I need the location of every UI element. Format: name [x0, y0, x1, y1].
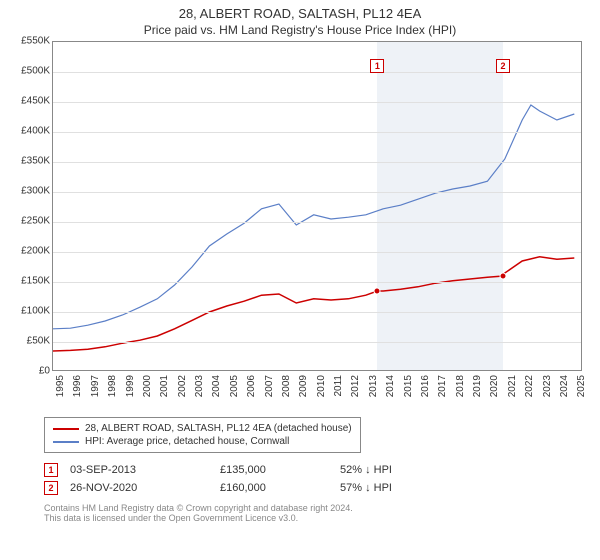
gridline	[53, 222, 581, 223]
gridline	[53, 312, 581, 313]
annotation-price: £160,000	[220, 482, 340, 494]
legend-item: 28, ALBERT ROAD, SALTASH, PL12 4EA (deta…	[53, 422, 352, 435]
gridline	[53, 162, 581, 163]
gridline	[53, 102, 581, 103]
y-axis-label: £200K	[0, 246, 50, 257]
chart-marker: 2	[496, 59, 510, 73]
footer-line-1: Contains HM Land Registry data © Crown c…	[44, 503, 600, 513]
y-axis-label: £50K	[0, 336, 50, 347]
y-axis-label: £550K	[0, 36, 50, 47]
footer-line-2: This data is licensed under the Open Gov…	[44, 513, 600, 523]
x-axis-label: 2007	[264, 375, 275, 397]
series-line	[53, 257, 574, 351]
legend-swatch	[53, 428, 79, 430]
y-axis-label: £400K	[0, 126, 50, 137]
x-axis-label: 2022	[524, 375, 535, 397]
y-axis-label: £100K	[0, 306, 50, 317]
x-axis-label: 1995	[55, 375, 66, 397]
y-axis-label: £300K	[0, 186, 50, 197]
annotation-price: £135,000	[220, 464, 340, 476]
annotation-delta: 57% ↓ HPI	[340, 482, 460, 494]
y-axis-label: £0	[0, 366, 50, 377]
x-axis-label: 1996	[72, 375, 83, 397]
chart: 12 £0£50K£100K£150K£200K£250K£300K£350K£…	[10, 41, 590, 411]
legend-label: HPI: Average price, detached house, Corn…	[85, 436, 289, 447]
x-axis-label: 2020	[489, 375, 500, 397]
annotation-delta: 52% ↓ HPI	[340, 464, 460, 476]
x-axis-label: 2021	[507, 375, 518, 397]
plot-area: 12	[52, 41, 582, 371]
y-axis-label: £150K	[0, 276, 50, 287]
x-axis-label: 2006	[246, 375, 257, 397]
annotation-row: 2 26-NOV-2020£160,00057% ↓ HPI	[44, 479, 600, 497]
x-axis-label: 2024	[559, 375, 570, 397]
x-axis-label: 2002	[177, 375, 188, 397]
x-axis-label: 2017	[437, 375, 448, 397]
chart-lines	[53, 42, 581, 370]
legend-label: 28, ALBERT ROAD, SALTASH, PL12 4EA (deta…	[85, 423, 352, 434]
x-axis-label: 2001	[159, 375, 170, 397]
y-axis-label: £500K	[0, 66, 50, 77]
y-axis-label: £250K	[0, 216, 50, 227]
legend: 28, ALBERT ROAD, SALTASH, PL12 4EA (deta…	[44, 417, 361, 453]
x-axis-label: 2005	[229, 375, 240, 397]
chart-subtitle: Price paid vs. HM Land Registry's House …	[0, 21, 600, 41]
x-axis-label: 1997	[90, 375, 101, 397]
x-axis-label: 1999	[125, 375, 136, 397]
y-axis-label: £450K	[0, 96, 50, 107]
legend-item: HPI: Average price, detached house, Corn…	[53, 435, 352, 448]
x-axis-label: 2016	[420, 375, 431, 397]
series-line	[53, 105, 574, 329]
gridline	[53, 132, 581, 133]
legend-swatch	[53, 441, 79, 443]
footer: Contains HM Land Registry data © Crown c…	[44, 503, 600, 523]
x-axis-label: 2018	[455, 375, 466, 397]
data-point-dot	[374, 288, 381, 295]
x-axis-label: 2000	[142, 375, 153, 397]
annotation-table: 1 03-SEP-2013£135,00052% ↓ HPI 2 26-NOV-202…	[44, 461, 600, 497]
x-axis-label: 1998	[107, 375, 118, 397]
x-axis-label: 2004	[211, 375, 222, 397]
chart-marker: 1	[370, 59, 384, 73]
annotation-date: 03-SEP-2013	[70, 464, 220, 476]
annotation-row: 1 03-SEP-2013£135,00052% ↓ HPI	[44, 461, 600, 479]
x-axis-label: 2003	[194, 375, 205, 397]
x-axis-label: 2008	[281, 375, 292, 397]
gridline	[53, 342, 581, 343]
x-axis-label: 2013	[368, 375, 379, 397]
x-axis-label: 2011	[333, 375, 344, 397]
x-axis-label: 2015	[403, 375, 414, 397]
gridline	[53, 192, 581, 193]
x-axis-label: 2014	[385, 375, 396, 397]
x-axis-label: 2010	[316, 375, 327, 397]
gridline	[53, 252, 581, 253]
x-axis-label: 2019	[472, 375, 483, 397]
annotation-marker: 1	[44, 463, 58, 477]
annotation-marker: 2	[44, 481, 58, 495]
gridline	[53, 282, 581, 283]
chart-title: 28, ALBERT ROAD, SALTASH, PL12 4EA	[0, 0, 600, 21]
y-axis-label: £350K	[0, 156, 50, 167]
x-axis-label: 2009	[298, 375, 309, 397]
x-axis-label: 2023	[542, 375, 553, 397]
annotation-date: 26-NOV-2020	[70, 482, 220, 494]
x-axis-label: 2025	[576, 375, 587, 397]
x-axis-label: 2012	[350, 375, 361, 397]
data-point-dot	[500, 273, 507, 280]
